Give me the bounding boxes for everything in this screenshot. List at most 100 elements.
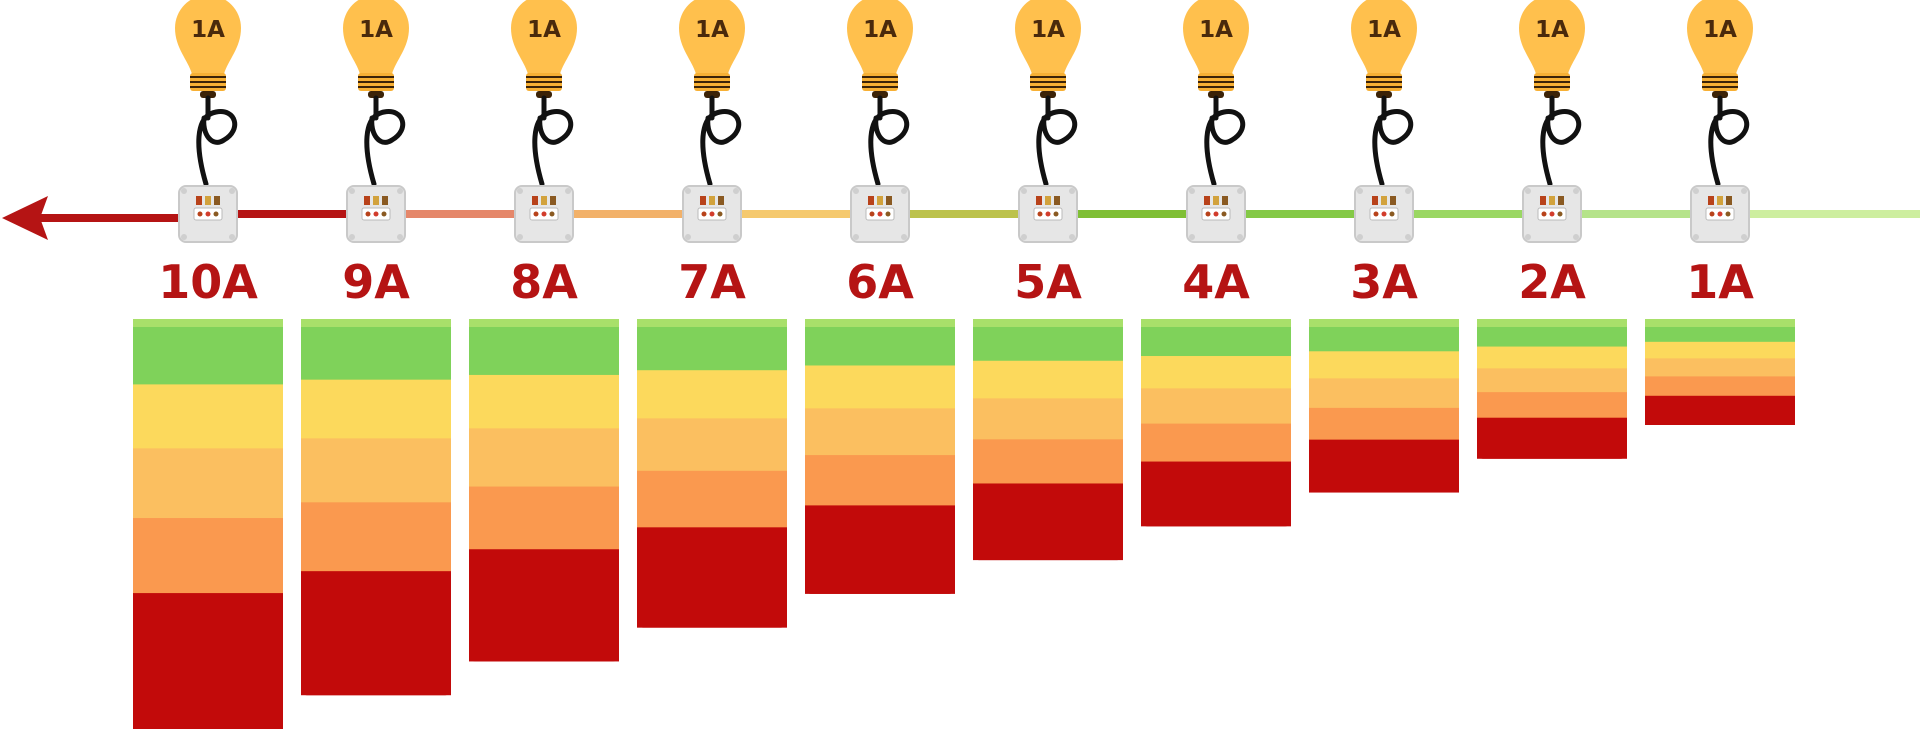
bulb-tip — [1712, 91, 1728, 98]
bulb-thread — [1534, 81, 1570, 83]
cord — [700, 95, 742, 187]
terminal-top — [877, 196, 883, 205]
terminal-contact — [1037, 211, 1043, 217]
terminal-contact — [365, 211, 371, 217]
wire-segment — [712, 210, 880, 218]
terminal-contact — [213, 211, 219, 217]
band-orange — [973, 439, 1123, 484]
current-label: 6A — [846, 255, 914, 309]
band-light-orange — [637, 418, 787, 472]
terminal-contact — [197, 211, 203, 217]
band-orange — [469, 486, 619, 550]
box-screw — [853, 188, 859, 194]
light-bulb-icon: 1A — [1183, 0, 1249, 98]
light-bulb-icon: 1A — [175, 0, 241, 98]
arrow-head-icon — [2, 196, 48, 240]
station: 1A 1A — [1645, 0, 1795, 425]
stations: 1A10A1A9A1A8A1A7A1A6A1A5A1A4A1A3A1A2A1A1… — [133, 0, 1795, 729]
band-red — [1645, 395, 1795, 425]
band-yellow — [1645, 341, 1795, 359]
box-screw — [517, 188, 523, 194]
light-bulb-icon: 1A — [1351, 0, 1417, 98]
band-yellow — [1309, 351, 1459, 379]
station: 1A 6A — [805, 0, 955, 594]
station: 1A 7A — [637, 0, 787, 628]
terminal-top — [1054, 196, 1060, 205]
terminal-contact — [381, 211, 387, 217]
box-screw — [1021, 188, 1027, 194]
junction-box-icon — [1522, 185, 1582, 243]
bulb-rating-label: 1A — [863, 17, 897, 43]
box-screw — [1741, 188, 1747, 194]
box-screw — [1405, 234, 1411, 240]
box-screw — [565, 188, 571, 194]
terminal-top — [1726, 196, 1732, 205]
band-green — [1477, 326, 1627, 348]
box-screw — [1741, 234, 1747, 240]
box-screw — [1525, 188, 1531, 194]
bulb-thread — [1030, 76, 1066, 78]
terminal-contact — [541, 211, 547, 217]
bulb-thread — [1366, 86, 1402, 88]
band-orange — [637, 470, 787, 528]
terminal-contact — [717, 211, 723, 217]
light-bulb-icon: 1A — [1687, 0, 1753, 98]
station: 1A 4A — [1141, 0, 1291, 527]
band-red — [973, 483, 1123, 561]
bulb-thread — [190, 81, 226, 83]
load-column — [973, 319, 1123, 561]
terminal-top — [709, 196, 715, 205]
box-screw — [1237, 234, 1243, 240]
wire-segment — [880, 210, 1048, 218]
bulb-thread — [1198, 86, 1234, 88]
bulb-tip — [704, 91, 720, 98]
bulb-thread — [358, 76, 394, 78]
bulb-thread — [358, 81, 394, 83]
cord — [1708, 95, 1750, 187]
terminal-contact — [205, 211, 211, 217]
junction-box-icon — [514, 185, 574, 243]
bulb-rating-label: 1A — [1703, 17, 1737, 43]
terminal-contact — [1053, 211, 1059, 217]
band-green — [1141, 326, 1291, 357]
station: 1A 3A — [1309, 0, 1459, 493]
bulb-glass — [847, 0, 913, 74]
band-red — [1141, 461, 1291, 527]
bulb-thread — [862, 81, 898, 83]
terminal-contact — [701, 211, 707, 217]
terminal-contact — [1045, 211, 1051, 217]
load-column — [133, 319, 283, 729]
terminal-top — [1549, 196, 1555, 205]
bulb-rating-label: 1A — [527, 17, 561, 43]
box-screw — [181, 234, 187, 240]
box-screw — [853, 234, 859, 240]
band-green — [133, 326, 283, 385]
band-yellow — [637, 370, 787, 419]
load-column — [1309, 319, 1459, 493]
box-screw — [1237, 188, 1243, 194]
current-label: 9A — [342, 255, 410, 309]
bulb-glass — [175, 0, 241, 74]
terminal-contact — [1541, 211, 1547, 217]
bulb-thread — [1534, 86, 1570, 88]
terminal-top — [1381, 196, 1387, 205]
bulb-rating-label: 1A — [1031, 17, 1065, 43]
bulb-thread — [190, 86, 226, 88]
terminal-top — [718, 196, 724, 205]
cord — [1204, 95, 1246, 187]
current-label: 1A — [1686, 255, 1754, 309]
band-light-orange — [1645, 358, 1795, 377]
band-orange — [301, 502, 451, 572]
bulb-glass — [1351, 0, 1417, 74]
band-red — [805, 505, 955, 594]
box-screw — [517, 234, 523, 240]
terminal-top — [373, 196, 379, 205]
band-orange — [1645, 376, 1795, 397]
station: 1A 2A — [1477, 0, 1627, 459]
band-yellow — [805, 365, 955, 409]
terminal-top — [1045, 196, 1051, 205]
light-bulb-icon: 1A — [1519, 0, 1585, 98]
station: 1A 9A — [301, 0, 451, 696]
band-green — [469, 326, 619, 376]
band-orange — [805, 455, 955, 506]
